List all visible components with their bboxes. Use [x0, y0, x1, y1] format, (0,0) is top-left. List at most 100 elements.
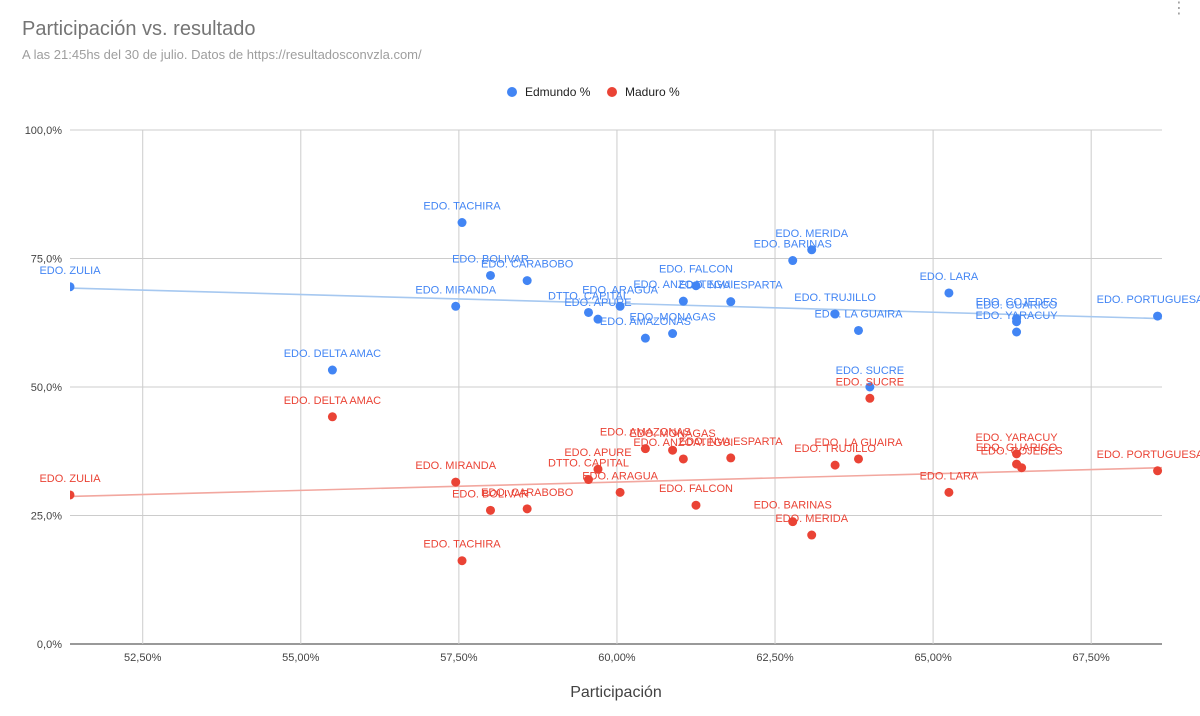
- point-label: EDO. TACHIRA: [423, 201, 501, 213]
- data-point: [485, 505, 495, 515]
- y-tick-label: 50,0%: [31, 382, 62, 394]
- data-point: [485, 270, 495, 280]
- point-label: EDO. FALCON: [659, 483, 733, 495]
- point-label: EDO. PORTUGUESA: [1097, 449, 1200, 461]
- data-point: [522, 276, 532, 286]
- data-point: [691, 500, 701, 510]
- data-point: [640, 444, 650, 454]
- data-point: [691, 281, 701, 291]
- point-label: EDO. BOLIVAR: [452, 253, 529, 265]
- data-point: [583, 475, 593, 485]
- point-label: EDO. YARACUY: [976, 432, 1059, 444]
- data-point: [668, 445, 678, 455]
- data-point: [678, 454, 688, 464]
- trendlines: [70, 287, 1163, 498]
- point-label: EDO. FALCON: [659, 264, 733, 276]
- point-label: EDO. SUCRE: [836, 376, 904, 388]
- data-points: [70, 218, 1163, 566]
- x-tick-label: 65,00%: [914, 652, 952, 664]
- y-tick-label: 25,0%: [31, 511, 62, 523]
- point-label: EDO. ZULIA: [39, 473, 101, 485]
- y-tick-label: 100,0%: [25, 125, 63, 137]
- x-tick-label: 57,50%: [440, 652, 478, 664]
- data-point: [522, 504, 532, 514]
- data-point: [830, 309, 840, 319]
- y-axis-ticks: 0,0% 25,0% 50,0% 75,0% 100,0%: [25, 125, 63, 651]
- point-label: EDO. AMAZONAS: [600, 316, 691, 328]
- data-point: [788, 517, 798, 527]
- point-label: EDO. AMAZONAS: [600, 427, 691, 439]
- data-point: [807, 530, 817, 540]
- point-label: EDO. APURE: [564, 297, 631, 309]
- data-point: [1012, 314, 1022, 324]
- data-point: [593, 464, 603, 474]
- data-point: [457, 218, 467, 228]
- data-point: [1012, 327, 1022, 337]
- point-label: EDO. SUCRE: [836, 365, 904, 377]
- x-axis-ticks: 52,50% 55,00% 57,50% 60,00% 62,50% 65,00% 67,5…: [124, 652, 1110, 664]
- x-axis-label: Participación: [570, 684, 662, 701]
- point-label: EDO. DELTA AMAC: [284, 348, 381, 360]
- legend-marker: [507, 87, 517, 97]
- point-label: EDO. NVA ESPARTA: [679, 280, 783, 292]
- data-point: [853, 454, 863, 464]
- point-label: EDO. PORTUGUESA: [1097, 294, 1200, 306]
- point-label: EDO. LA GUAIRA: [814, 437, 903, 449]
- point-label: DTTO. CAPITAL: [548, 458, 629, 470]
- data-point: [865, 382, 875, 392]
- data-point: [678, 296, 688, 306]
- grid-lines: [70, 129, 1162, 645]
- x-tick-label: 55,00%: [282, 652, 320, 664]
- kebab-menu-icon[interactable]: ⋮: [1171, 0, 1187, 17]
- point-label: EDO. ZULIA: [39, 265, 101, 277]
- point-label: EDO. MERIDA: [775, 228, 848, 240]
- point-label: EDO. APURE: [564, 447, 631, 459]
- point-label: EDO. CARABOBO: [481, 259, 574, 271]
- point-label: EDO. LARA: [920, 470, 979, 482]
- legend-label: Maduro %: [625, 85, 680, 99]
- data-point: [865, 393, 875, 403]
- point-label: EDO. MERIDA: [775, 513, 848, 525]
- point-label: EDO. MIRANDA: [415, 284, 496, 296]
- point-label: EDO. CARABOBO: [481, 487, 574, 499]
- data-point: [593, 314, 603, 324]
- legend-marker: [607, 87, 617, 97]
- point-label: EDO. MIRANDA: [415, 460, 496, 472]
- data-point: [668, 329, 678, 339]
- data-point: [944, 288, 954, 298]
- point-label: EDO. ARAGUA: [582, 284, 658, 296]
- point-label: EDO. BARINAS: [754, 500, 832, 512]
- data-point: [327, 365, 337, 375]
- point-label: DTTO. CAPITAL: [548, 290, 629, 302]
- x-tick-label: 60,00%: [598, 652, 636, 664]
- x-tick-label: 62,50%: [756, 652, 794, 664]
- data-point: [1012, 449, 1022, 459]
- chart-legend: Edmundo % Maduro %: [507, 85, 680, 99]
- chart-title: Participación vs. resultado: [22, 18, 256, 40]
- point-label: EDO. DELTA AMAC: [284, 395, 381, 407]
- data-point: [853, 325, 863, 335]
- y-tick-label: 75,0%: [31, 254, 62, 266]
- data-point: [830, 460, 840, 470]
- data-point: [726, 453, 736, 463]
- data-point: [457, 556, 467, 566]
- point-label: EDO. COJEDES: [981, 446, 1063, 458]
- point-label: EDO. ANZOATEGUI: [633, 437, 733, 449]
- point-label: EDO. ANZOATEGUI: [633, 279, 733, 291]
- data-point: [807, 245, 817, 255]
- point-label: EDO. LARA: [920, 271, 979, 283]
- point-label: EDO. BOLIVAR: [452, 488, 529, 500]
- data-point: [451, 477, 461, 487]
- data-point: [944, 487, 954, 497]
- y-tick-label: 0,0%: [37, 639, 62, 651]
- point-label: EDO. ARAGUA: [582, 470, 658, 482]
- chart-subtitle: A las 21:45hs del 30 de julio. Datos de …: [22, 47, 422, 62]
- point-label: EDO. TRUJILLO: [794, 443, 876, 455]
- point-labels: EDO. ZULIA EDO. DELTA AMAC EDO. TACHIRA EDO…: [39, 201, 1200, 551]
- data-point: [615, 301, 625, 311]
- data-point: [1153, 311, 1163, 321]
- point-label: EDO. BARINAS: [754, 239, 832, 251]
- point-label: EDO. TRUJILLO: [794, 292, 876, 304]
- point-label: EDO. MONAGAS: [629, 312, 715, 324]
